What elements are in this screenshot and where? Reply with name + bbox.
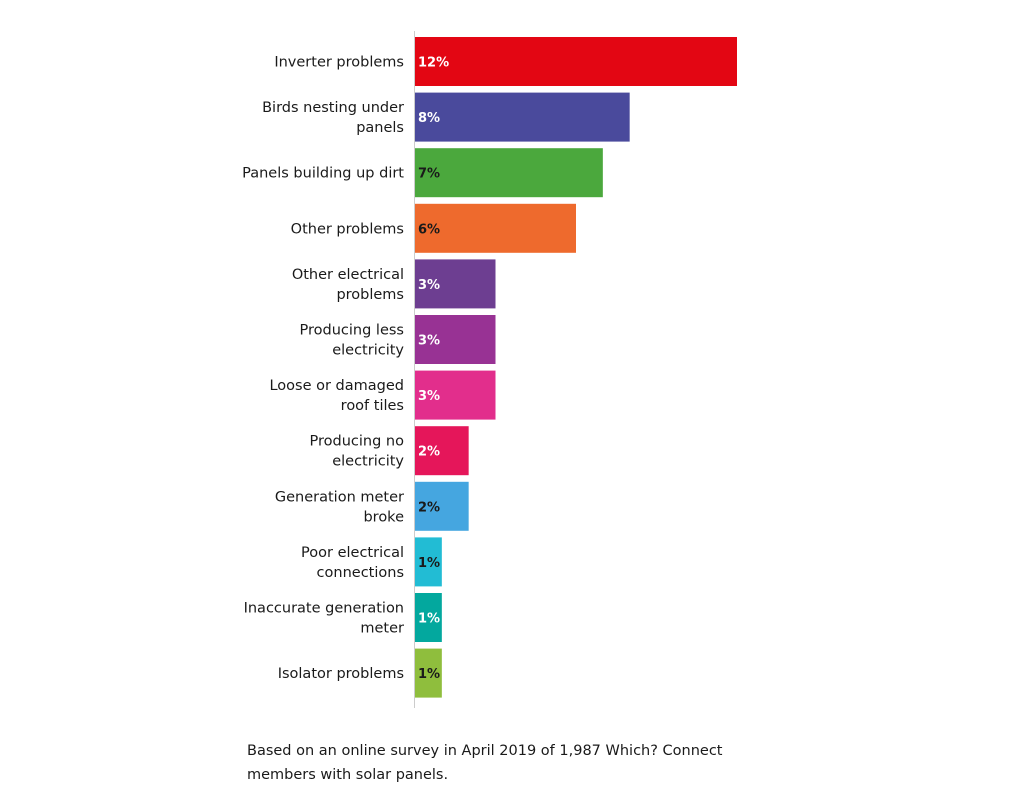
bar-11 (415, 593, 442, 642)
category-label-line: Inaccurate generation (244, 601, 404, 617)
bar-12 (415, 648, 442, 698)
category-label: Loose or damaged roof tiles (269, 378, 404, 414)
category-label-line: problems (336, 287, 404, 303)
category-label-line: electricity (332, 343, 404, 359)
category-label: Inaccurate generation meter (244, 601, 404, 637)
category-label: Other electrical problems (292, 267, 404, 303)
bar-value-label: 8% (418, 111, 440, 126)
bar-7 (415, 370, 496, 420)
category-label: Birds nesting under panels (262, 100, 404, 136)
bar-8 (415, 426, 469, 476)
category-label-line: roof tiles (341, 398, 404, 414)
bar-value-label: 6% (418, 222, 440, 237)
bar-value-label: 2% (418, 445, 440, 460)
category-label-line: Other problems (291, 221, 404, 237)
category-label-line: panels (356, 120, 404, 136)
category-label-line: electricity (332, 454, 404, 470)
category-label-line: Producing less (300, 323, 404, 339)
category-label-line: Producing no (310, 434, 405, 450)
category-label-line: Isolator problems (278, 666, 404, 682)
category-label-line: connections (317, 565, 404, 581)
category-label: Poor electrical connections (301, 545, 404, 581)
category-label-line: Panels building up dirt (242, 166, 404, 182)
bar-value-label: 7% (418, 167, 440, 182)
category-labels-group: Inverter problems Birds nesting under pane… (242, 55, 404, 683)
category-label-line: meter (360, 621, 404, 637)
bar-value-label: 1% (418, 667, 440, 682)
category-label-line: broke (363, 509, 404, 525)
bars-group: 12% 8% 7% 6% 3% 3% 3% 2% 2% 1% 1% 1% (415, 37, 737, 698)
bar-value-label: 12% (418, 56, 449, 71)
bar-5 (415, 259, 496, 309)
bar-value-label: 1% (418, 612, 440, 627)
bar-chart: 12% 8% 7% 6% 3% 3% 3% 2% 2% 1% 1% 1% Inverter probl… (242, 31, 737, 708)
category-label: Panels building up dirt (242, 166, 404, 182)
bar-1 (415, 37, 737, 86)
bar-9 (415, 481, 469, 531)
bar-value-label: 3% (418, 389, 440, 404)
category-label-line: Birds nesting under (262, 100, 404, 116)
bar-4 (415, 203, 576, 253)
bar-value-label: 3% (418, 334, 440, 349)
category-label: Generation meter broke (275, 489, 404, 525)
category-label: Isolator problems (278, 666, 404, 682)
chart-footnote: Based on an online survey in April 2019 … (247, 743, 723, 783)
category-label: Inverter problems (274, 55, 404, 71)
category-label-line: Loose or damaged (269, 378, 404, 394)
bar-3 (415, 148, 603, 198)
bar-2 (415, 92, 630, 142)
category-label: Producing less electricity (300, 323, 405, 359)
category-label-line: Poor electrical (301, 545, 404, 561)
bar-value-label: 3% (418, 278, 440, 293)
bar-10 (415, 537, 442, 587)
bar-value-label: 2% (418, 500, 440, 515)
bar-6 (415, 315, 496, 364)
category-label-line: Inverter problems (274, 55, 404, 71)
category-label-line: Generation meter (275, 489, 404, 505)
bar-value-label: 1% (418, 556, 440, 571)
category-label: Other problems (291, 221, 404, 237)
category-label-line: Other electrical (292, 267, 404, 283)
category-label: Producing no electricity (310, 434, 405, 470)
